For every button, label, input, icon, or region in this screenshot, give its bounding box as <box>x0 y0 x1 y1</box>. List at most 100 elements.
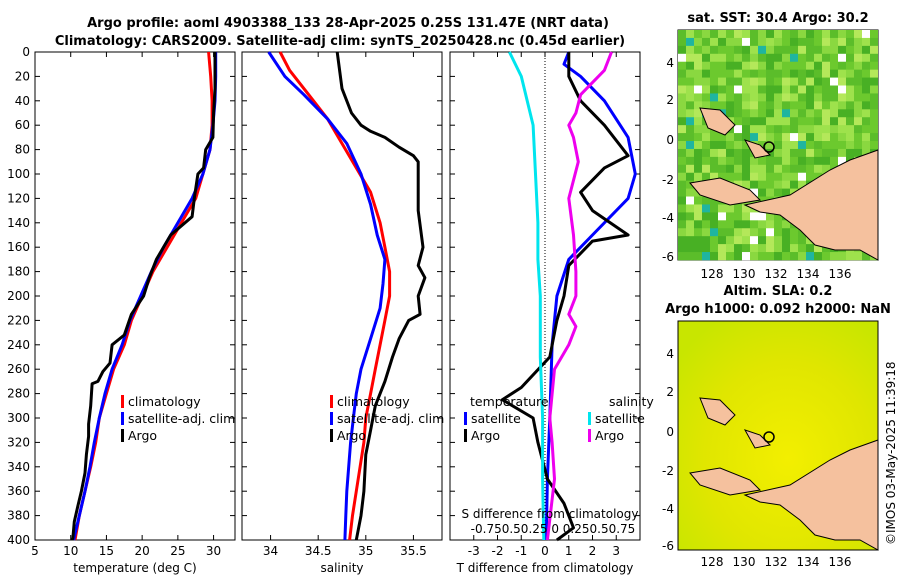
sst-cell <box>798 236 806 245</box>
sst-cell <box>854 77 862 86</box>
sst-cell <box>678 244 686 253</box>
sst-cell <box>854 30 862 39</box>
sla-map-coastline <box>743 439 879 551</box>
sst-cell <box>806 148 814 158</box>
sst-cell <box>678 93 686 102</box>
imos-watermark: ©IMOS 03-May-2025 11:39:18 <box>884 361 898 545</box>
sst-cell <box>862 53 870 63</box>
sst-cell <box>854 148 862 158</box>
sst-cell <box>686 236 694 245</box>
sst-cell <box>846 141 854 150</box>
sst-cell <box>766 244 774 253</box>
sst-cell <box>774 148 782 158</box>
sst-cell <box>734 85 742 94</box>
sst-cell <box>782 156 790 166</box>
sla-map-title-line1: Altim. SLA: 0.2 <box>724 284 833 299</box>
sst-cell <box>830 85 838 94</box>
sst-cell <box>862 69 870 78</box>
sst-cell <box>798 156 806 166</box>
sst-cell <box>734 244 742 253</box>
sst-cell <box>726 93 734 102</box>
sst-cell <box>870 141 878 150</box>
sst-cell <box>790 236 798 245</box>
sst-cell <box>718 164 726 174</box>
sst-cell <box>742 172 750 181</box>
sst-cell <box>718 244 726 253</box>
sst-cell <box>838 77 846 86</box>
sst-cell <box>710 69 718 78</box>
sst-cell <box>742 61 750 70</box>
sst-cell <box>694 30 702 39</box>
sst-cell <box>750 101 758 110</box>
sst-cell <box>846 101 854 110</box>
sst-cell <box>782 180 790 189</box>
sst-map-island <box>689 177 762 206</box>
sst-cell <box>750 220 758 229</box>
sst-cell <box>694 212 702 221</box>
sst-cell <box>766 37 774 47</box>
sst-cell <box>830 45 838 55</box>
sst-cell <box>774 45 782 55</box>
sst-cell <box>734 212 742 221</box>
sst-cell <box>830 117 838 126</box>
sst-cell <box>758 45 766 55</box>
sst-cell <box>798 37 806 47</box>
sst-cell <box>766 148 774 158</box>
sst-cell <box>694 69 702 78</box>
sst-cell <box>726 45 734 55</box>
sst-cell <box>702 236 710 245</box>
sst-cell <box>766 236 774 245</box>
sst-cell <box>766 61 774 70</box>
sst-cell <box>742 244 750 253</box>
sst-cell <box>686 37 694 47</box>
sst-cell <box>846 148 854 158</box>
sst-cell <box>718 85 726 94</box>
sst-cell <box>702 37 710 47</box>
sst-cell <box>750 109 758 118</box>
sst-cell <box>870 53 878 63</box>
sst-cell <box>750 85 758 94</box>
sst-cell <box>742 77 750 86</box>
sst-cell <box>686 196 694 205</box>
sst-cell <box>678 30 686 39</box>
sst-cell <box>766 164 774 174</box>
legend-swatch-argo <box>121 429 124 442</box>
sst-cell <box>830 30 838 39</box>
x-tick-label: 5 <box>31 544 39 558</box>
sst-cell <box>846 61 854 70</box>
sst-cell <box>742 53 750 63</box>
sst-cell <box>846 77 854 86</box>
sst-cell <box>678 133 686 142</box>
y-tick-label: 60 <box>15 118 30 132</box>
sst-cell <box>758 252 766 261</box>
sst-cell <box>718 101 726 110</box>
sst-cell <box>726 30 734 39</box>
legend-label-sal-satellite: satellite <box>595 411 645 426</box>
sla-lat-tick-label: 0 <box>666 425 674 439</box>
sst-cell <box>718 212 726 221</box>
sst-cell <box>686 101 694 110</box>
sst-cell <box>822 93 830 102</box>
sst-cell <box>710 61 718 70</box>
x-tick-label: 30 <box>206 544 221 558</box>
sst-cell <box>822 69 830 78</box>
sst-cell <box>750 156 758 166</box>
sst-cell <box>758 85 766 94</box>
sst-cell <box>726 156 734 166</box>
sst-cell <box>710 93 718 102</box>
salinity-profile-panel: 34 34.5 35 35.5 salinity <box>241 51 443 575</box>
sst-cell <box>782 172 790 181</box>
sst-cell <box>790 148 798 158</box>
sla-map-island <box>743 429 772 449</box>
sla-lat-tick-label: 2 <box>666 385 674 399</box>
sst-cell <box>726 212 734 221</box>
x-tick-label: 35.5 <box>400 544 427 558</box>
sst-cell <box>782 236 790 245</box>
sst-cell <box>870 85 878 94</box>
sst-cell <box>774 125 782 134</box>
sst-cell <box>846 93 854 102</box>
series-line <box>267 51 387 541</box>
sst-cell <box>678 125 686 134</box>
sla-map-title-line2: Argo h1000: 0.092 h2000: NaN <box>665 302 891 317</box>
